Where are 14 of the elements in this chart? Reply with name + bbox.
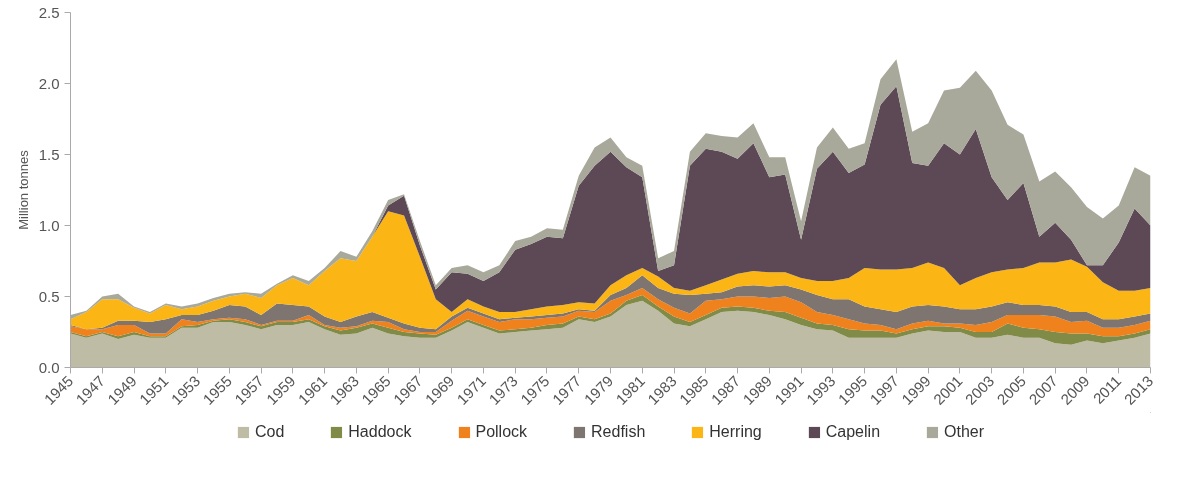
legend-label: Pollock xyxy=(475,423,528,441)
y-tick-label: 2.5 xyxy=(38,3,60,21)
y-tick-label: 0.5 xyxy=(38,287,60,305)
y-axis-title: Million tonnes xyxy=(15,149,31,230)
y-tick-label: 2.0 xyxy=(38,74,60,92)
y-tick-label: 0.0 xyxy=(38,358,60,376)
legend-label: Redfish xyxy=(591,423,646,441)
legend-label: Capelin xyxy=(825,423,881,441)
legend-label: Haddock xyxy=(348,423,412,441)
legend-label: Herring xyxy=(709,423,762,441)
y-tick-label: 1.5 xyxy=(38,145,60,163)
legend-label: Cod xyxy=(254,423,285,441)
legend-label: Other xyxy=(944,423,985,441)
y-tick-label: 1.0 xyxy=(38,216,60,234)
